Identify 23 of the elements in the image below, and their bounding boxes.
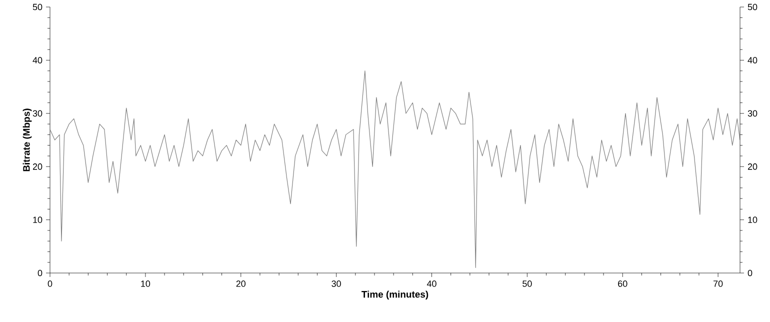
y2-tick-label: 50 xyxy=(748,4,758,10)
line-series xyxy=(50,70,740,268)
x-tick-label: 30 xyxy=(332,280,341,287)
x-tick-label: 0 xyxy=(48,280,52,287)
y-tick-label: 50 xyxy=(32,4,42,10)
y-tick-label: 30 xyxy=(32,110,42,117)
y2-tick-label: 30 xyxy=(748,110,758,117)
x-tick-label: 60 xyxy=(618,280,628,287)
x-tick-label: 70 xyxy=(714,280,723,287)
y-tick-label: 10 xyxy=(33,216,42,223)
x-tick-label: 50 xyxy=(522,280,532,287)
y-axis-title: Bitrate (Mbps) xyxy=(22,108,32,172)
y2-tick-label: 0 xyxy=(748,270,752,276)
x-axis-title: Time (minutes) xyxy=(362,290,428,300)
y2-tick-label: 20 xyxy=(748,163,758,170)
x-tick-label: 20 xyxy=(236,280,246,287)
y-tick-label: 40 xyxy=(32,57,42,64)
y-tick-label: 0 xyxy=(38,270,42,276)
x-tick-label: 40 xyxy=(426,280,436,287)
x-tick-label: 10 xyxy=(141,280,150,287)
y-tick-label: 20 xyxy=(32,163,42,170)
y2-tick-label: 10 xyxy=(748,216,758,223)
y2-tick-label: 40 xyxy=(748,57,758,64)
